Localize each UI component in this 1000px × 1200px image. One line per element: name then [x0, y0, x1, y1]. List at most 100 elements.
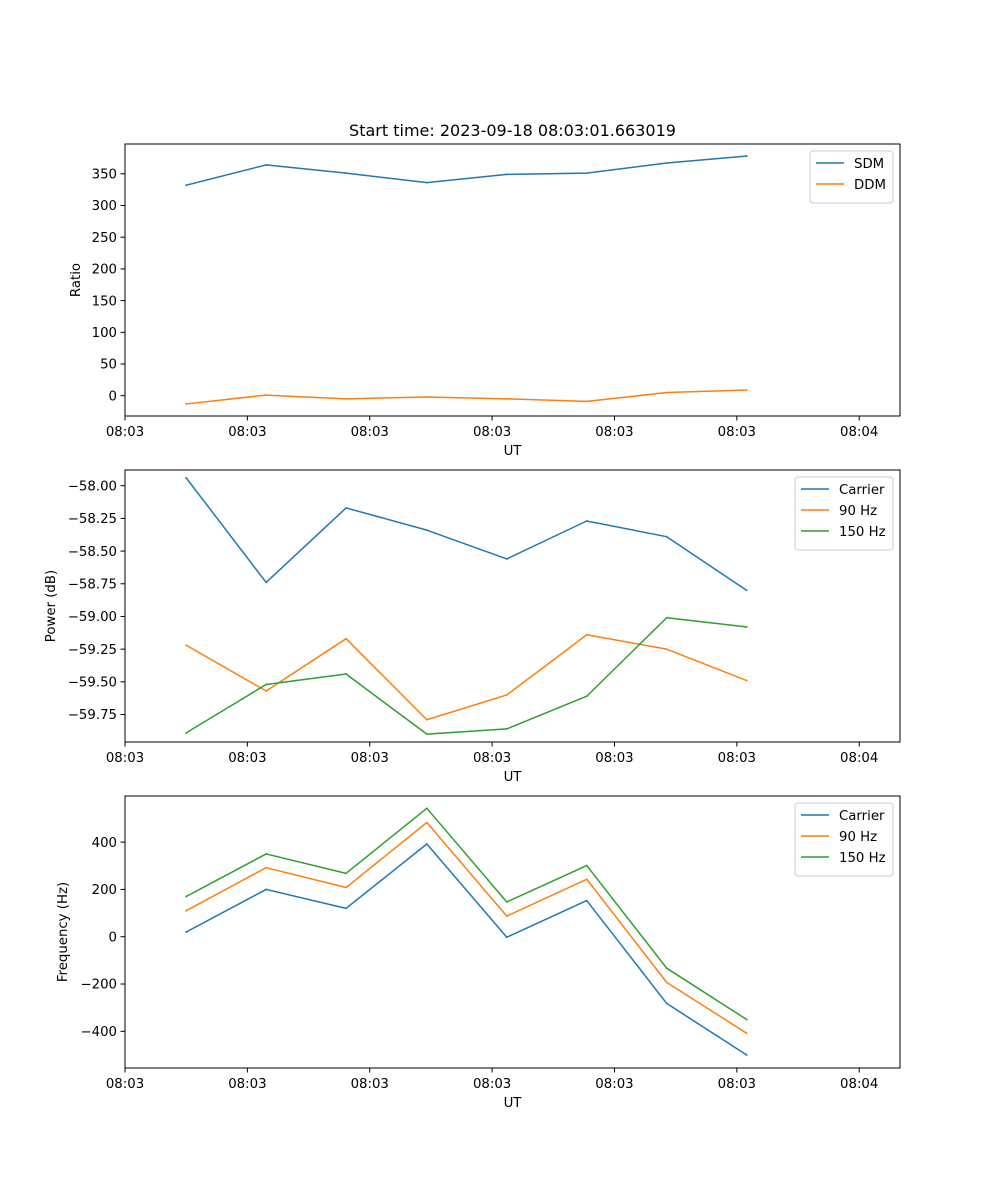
- power-data-point-carrier: [345, 507, 347, 509]
- frequency-legend-label-150-hz: 150 Hz: [839, 851, 886, 866]
- ratio-y-tick-label: 150: [92, 294, 117, 309]
- frequency-series-line-150-hz: [185, 807, 748, 1021]
- power-data-point-90-hz: [745, 679, 748, 682]
- frequency-data-point-carrier: [185, 931, 188, 933]
- power-x-tick-label: 08:03: [595, 751, 633, 766]
- power-y-tick-label: −58.50: [68, 545, 117, 560]
- power-data-point-150-hz: [585, 695, 588, 698]
- ratio-axes-frame: [124, 143, 901, 417]
- frequency-data-point-carrier: [665, 1002, 668, 1005]
- ratio-series-line-ddm: [185, 389, 748, 405]
- power-data-point-150-hz: [665, 616, 668, 619]
- power-x-tick-label: 08:03: [351, 751, 389, 766]
- frequency-x-tick-label: 08:03: [718, 1077, 756, 1092]
- power-panel: 08:03 08:03 08:03 08:03 08:03 08:03 08:04 −59.7…: [44, 469, 901, 785]
- ratio-x-tick-label: 08:03: [106, 425, 144, 440]
- ratio-y-tick-label: 50: [100, 358, 117, 373]
- frequency-x-tick-label: 08:03: [351, 1077, 389, 1092]
- frequency-y-tick-label: 200: [92, 883, 117, 898]
- ratio-data-point-sdm: [265, 164, 268, 166]
- frequency-data-point-150-hz: [745, 1018, 748, 1021]
- frequency-data-point-150-hz: [265, 853, 268, 855]
- power-data-point-90-hz: [425, 718, 428, 721]
- power-data-point-carrier: [665, 535, 668, 538]
- power-data-point-90-hz: [505, 694, 508, 696]
- power-y-tick-label: −59.25: [68, 643, 117, 658]
- ratio-x-tick-label: 08:04: [840, 425, 878, 440]
- ratio-data-point-sdm: [185, 184, 188, 187]
- power-y-tick-label: −59.50: [68, 676, 117, 691]
- frequency-data-point-150-hz: [585, 864, 588, 867]
- ratio-y-axis-label: Ratio: [69, 263, 84, 297]
- frequency-data-point-90-hz: [345, 886, 347, 889]
- frequency-axes-frame: [124, 795, 901, 1069]
- frequency-x-tick-label: 08:04: [840, 1077, 878, 1092]
- frequency-data-point-150-hz: [345, 872, 347, 875]
- frequency-x-tick-label: 08:03: [473, 1077, 511, 1092]
- frequency-y-tick-label: 0: [109, 930, 117, 945]
- chart-title: Start time: 2023-09-18 08:03:01.663019: [349, 121, 676, 140]
- power-data-point-150-hz: [185, 731, 188, 734]
- ratio-x-tick-label: 08:03: [351, 425, 389, 440]
- frequency-data-point-150-hz: [425, 807, 428, 810]
- ratio-x-tick-label: 08:03: [718, 425, 756, 440]
- frequency-data-point-90-hz: [665, 981, 668, 984]
- ratio-data-point-sdm: [505, 173, 508, 176]
- ratio-y-tick-label: 350: [92, 167, 117, 182]
- ratio-y-tick-label: 200: [92, 263, 117, 278]
- frequency-data-point-90-hz: [425, 821, 428, 824]
- ratio-panel: 08:03 08:03 08:03 08:03 08:03 08:03 08:04 0 50 10…: [69, 121, 901, 459]
- frequency-y-tick-label: −200: [80, 978, 117, 993]
- power-series-line-150-hz: [185, 617, 748, 735]
- frequency-data-point-carrier: [505, 936, 508, 939]
- ratio-data-point-sdm: [425, 181, 428, 184]
- frequency-data-point-90-hz: [265, 866, 268, 869]
- power-y-tick-label: −58.75: [68, 577, 117, 592]
- ratio-y-tick-label: 300: [92, 199, 117, 214]
- power-data-point-150-hz: [345, 673, 347, 675]
- ratio-legend: [809, 150, 894, 204]
- frequency-data-point-90-hz: [745, 1032, 748, 1035]
- frequency-series-line-90-hz: [185, 821, 748, 1035]
- frequency-data-point-90-hz: [185, 909, 188, 912]
- frequency-data-point-carrier: [265, 888, 268, 891]
- ratio-data-point-ddm: [265, 394, 268, 396]
- power-data-point-90-hz: [345, 637, 347, 640]
- frequency-data-point-90-hz: [505, 915, 508, 918]
- ratio-data-point-sdm: [745, 155, 748, 157]
- frequency-y-axis-label: Frequency (Hz): [56, 882, 71, 982]
- power-y-tick-label: −58.00: [68, 479, 117, 494]
- ratio-x-tick-label: 08:03: [595, 425, 633, 440]
- power-data-point-90-hz: [585, 633, 588, 636]
- ratio-data-point-ddm: [745, 389, 748, 391]
- power-data-point-carrier: [185, 476, 188, 479]
- frequency-x-tick-label: 08:03: [228, 1077, 266, 1092]
- ratio-x-tick-label: 08:03: [228, 425, 266, 440]
- power-x-tick-label: 08:03: [228, 751, 266, 766]
- power-data-point-90-hz: [665, 648, 668, 651]
- frequency-x-tick-label: 08:03: [106, 1077, 144, 1092]
- power-data-point-150-hz: [425, 733, 428, 736]
- ratio-series-line-sdm: [185, 155, 748, 187]
- power-data-point-carrier: [265, 581, 268, 584]
- power-x-tick-label: 08:04: [840, 751, 878, 766]
- ratio-x-axis-label: UT: [504, 444, 523, 459]
- frequency-data-point-carrier: [345, 907, 347, 910]
- power-y-axis-label: Power (dB): [44, 570, 59, 642]
- power-data-point-150-hz: [745, 626, 748, 628]
- frequency-y-tick-label: −400: [80, 1025, 117, 1040]
- power-data-point-carrier: [585, 520, 588, 522]
- frequency-data-point-carrier: [745, 1054, 748, 1056]
- frequency-data-point-150-hz: [505, 901, 508, 903]
- frequency-data-point-90-hz: [585, 878, 588, 881]
- power-data-point-carrier: [425, 529, 428, 532]
- frequency-data-point-carrier: [425, 843, 428, 845]
- frequency-series-line-carrier: [185, 843, 748, 1057]
- ratio-data-point-ddm: [425, 396, 428, 398]
- ratio-legend-label-sdm: SDM: [854, 157, 884, 172]
- ratio-data-point-ddm: [345, 397, 347, 400]
- power-y-tick-label: −58.25: [68, 512, 117, 527]
- power-data-point-carrier: [505, 558, 508, 560]
- power-data-point-150-hz: [265, 683, 268, 686]
